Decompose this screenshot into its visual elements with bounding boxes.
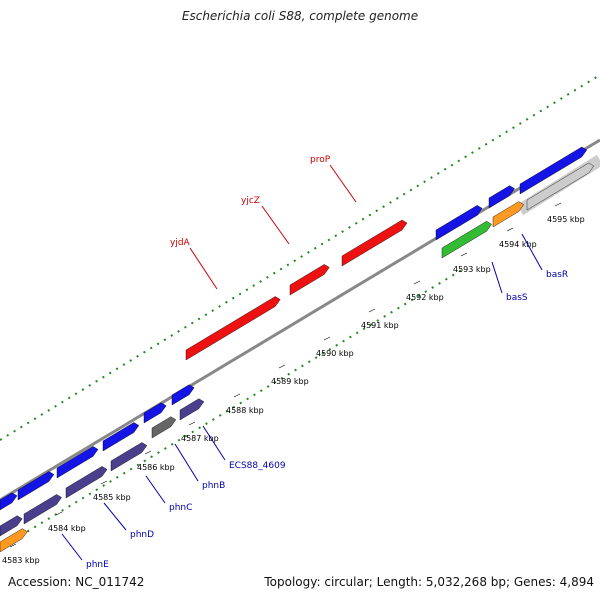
gene-feature bbox=[435, 205, 483, 241]
tick-mark bbox=[233, 393, 241, 398]
gene-label: yjcZ bbox=[241, 196, 260, 206]
tick-label: 4587 kbp bbox=[181, 434, 219, 443]
gene-label: phnE bbox=[86, 560, 109, 570]
gene-feature bbox=[289, 264, 330, 296]
gene-feature bbox=[519, 146, 588, 195]
tick-mark bbox=[188, 421, 196, 426]
tick-mark bbox=[323, 336, 331, 341]
tick-label: 4590 kbp bbox=[316, 349, 354, 358]
gene-label: basR bbox=[546, 270, 568, 280]
gene-leader-line bbox=[174, 443, 199, 482]
tick-label: 4595 kbp bbox=[547, 215, 585, 224]
gene-feature bbox=[65, 466, 108, 499]
gene-feature bbox=[17, 471, 55, 501]
gene-feature bbox=[0, 492, 18, 511]
gene-label: phnD bbox=[130, 530, 154, 540]
gene-feature bbox=[110, 442, 148, 472]
gene-feature bbox=[0, 515, 23, 537]
topology-summary: Topology: circular; Length: 5,032,268 bp… bbox=[264, 575, 594, 589]
gene-feature bbox=[488, 185, 515, 209]
gene-leader-line bbox=[329, 164, 357, 203]
gene-feature bbox=[185, 296, 281, 361]
tick-label: 4589 kbp bbox=[271, 377, 309, 386]
gene-leader-line bbox=[491, 261, 503, 294]
gene-label: basS bbox=[506, 293, 528, 303]
tick-mark bbox=[413, 280, 421, 285]
gene-feature bbox=[179, 398, 205, 421]
gene-leader-line bbox=[261, 205, 290, 245]
tick-mark bbox=[460, 252, 468, 257]
tick-mark bbox=[144, 450, 152, 455]
gene-leader-line bbox=[103, 502, 127, 531]
gene-feature bbox=[0, 528, 28, 553]
gene-leader-line bbox=[189, 247, 218, 290]
gene-label: yjdA bbox=[170, 238, 191, 248]
tick-mark bbox=[368, 308, 376, 313]
tick-mark bbox=[554, 202, 562, 207]
gene-feature bbox=[56, 446, 99, 479]
accession-text: Accession: NC_011742 bbox=[8, 575, 145, 589]
tick-mark bbox=[55, 511, 63, 516]
gene-feature bbox=[441, 221, 492, 259]
gene-feature bbox=[171, 384, 195, 406]
tick-mark bbox=[9, 543, 17, 548]
tick-label: 4588 kbp bbox=[226, 406, 264, 415]
tick-mark bbox=[100, 480, 108, 485]
gene-label: phnB bbox=[202, 481, 225, 491]
gene-leader-line bbox=[61, 533, 83, 561]
tick-label: 4585 kbp bbox=[93, 493, 131, 502]
gene-feature bbox=[102, 422, 140, 452]
gene-leader-line bbox=[145, 475, 166, 504]
gene-feature bbox=[492, 201, 525, 228]
map-title: Escherichia coli S88, complete genome bbox=[181, 9, 419, 23]
gene-feature bbox=[341, 219, 408, 267]
gene-feature bbox=[23, 494, 62, 525]
gene-leader-line bbox=[521, 233, 543, 271]
tick-label: 4591 kbp bbox=[361, 321, 399, 330]
gene-feature bbox=[151, 416, 177, 439]
tick-label: 4592 kbp bbox=[406, 293, 444, 302]
tick-label: 4586 kbp bbox=[137, 463, 175, 472]
tick-mark bbox=[278, 364, 286, 369]
gene-label: phnC bbox=[169, 503, 192, 513]
gene-label: proP bbox=[310, 155, 331, 165]
tick-label: 4583 kbp bbox=[2, 556, 40, 565]
gene-feature bbox=[526, 162, 595, 211]
tick-label: 4584 kbp bbox=[48, 524, 86, 533]
tick-label: 4594 kbp bbox=[499, 240, 537, 249]
tick-mark bbox=[506, 227, 514, 232]
gene-leader-line bbox=[202, 425, 226, 461]
gene-feature bbox=[143, 402, 167, 424]
gene-label: ECS88_4609 bbox=[229, 461, 286, 471]
tick-label: 4593 kbp bbox=[453, 265, 491, 274]
gc-ring-outer bbox=[0, 74, 600, 441]
